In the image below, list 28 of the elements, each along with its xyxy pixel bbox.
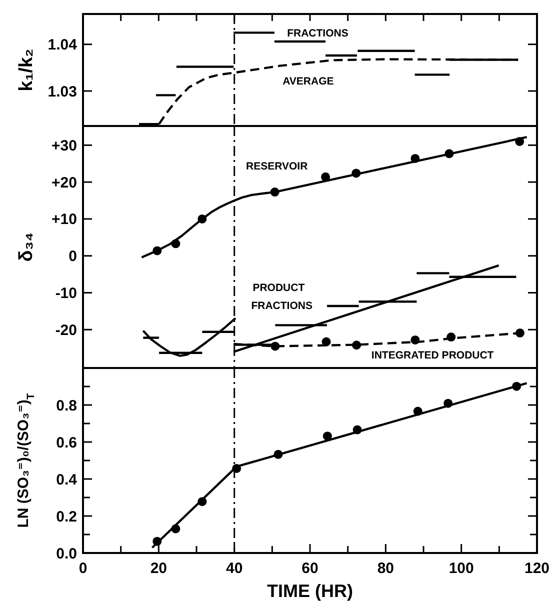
annotation: FRACTIONS: [251, 300, 312, 312]
y-tick-label: +20: [52, 174, 77, 192]
annotation: RESERVOIR: [246, 160, 308, 173]
x-tick-label: 100: [448, 560, 474, 577]
annotation: INTEGRATED PRODUCT: [371, 350, 494, 362]
x-tick-label: 80: [377, 560, 394, 577]
y-tick-label: 0.0: [56, 545, 77, 562]
y-tick-label: +30: [52, 137, 77, 154]
y-tick-label: 1.04: [48, 36, 78, 54]
annotation: FRACTIONS: [287, 27, 348, 40]
x-tick-label: 60: [302, 560, 318, 577]
y-tick-label: 0: [68, 248, 77, 266]
y-tick-label: +10: [52, 211, 77, 228]
y-tick-label: 0.4: [56, 471, 78, 488]
x-tick-label: 40: [226, 560, 243, 577]
y-tick-label: -10: [55, 284, 77, 302]
annotation: PRODUCT: [252, 282, 306, 294]
x-tick-label: 120: [524, 560, 550, 577]
y-tick-label: -20: [55, 322, 77, 339]
y-tick-label: 0.8: [56, 397, 77, 414]
y-tick-label: 0.2: [56, 508, 77, 526]
y-tick-label: 1.03: [48, 83, 77, 100]
annotation: AVERAGE: [282, 75, 334, 88]
y-axis-title: δ₃₄: [16, 232, 37, 262]
x-axis-title: TIME (HR): [267, 581, 353, 601]
y-axis-title: k₁/k₂: [16, 48, 37, 92]
y-tick-label: 0.6: [56, 434, 77, 452]
x-tick-label: 20: [150, 560, 168, 577]
